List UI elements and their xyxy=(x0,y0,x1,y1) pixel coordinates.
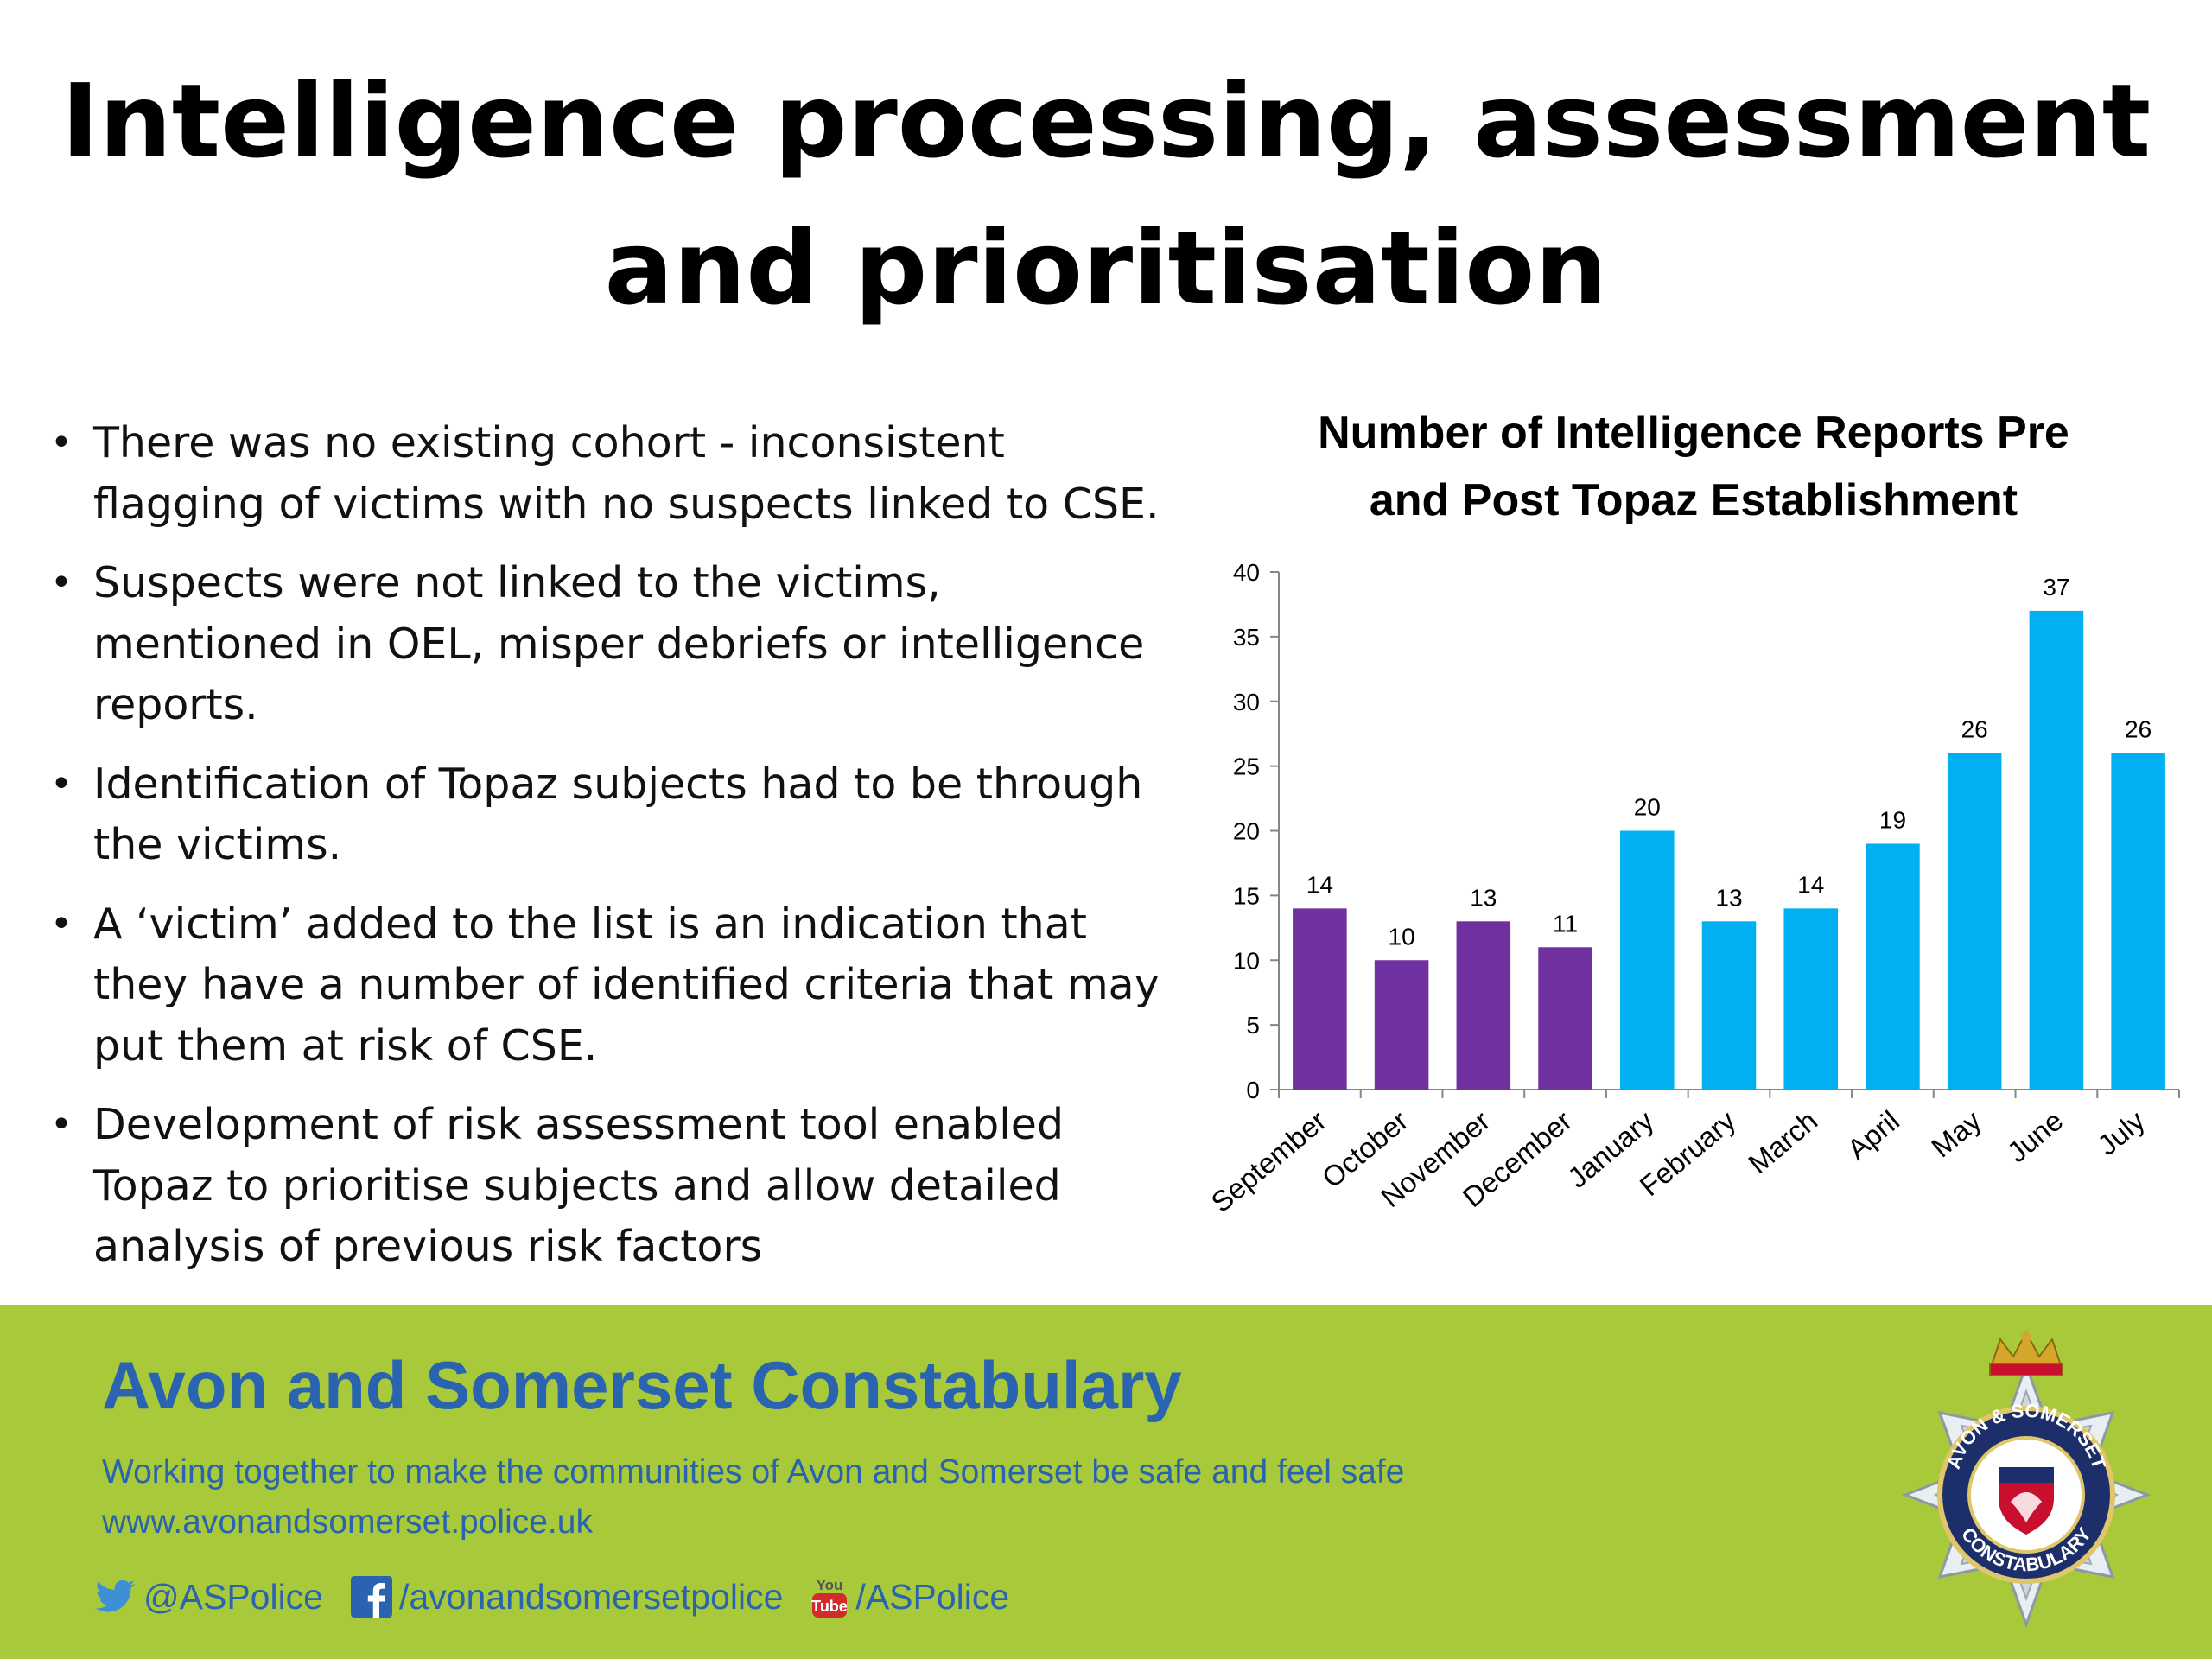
data-label: 11 xyxy=(1553,910,1578,937)
y-tick-label: 15 xyxy=(1233,882,1260,909)
bullet-item: • Identification of Topaz subjects had t… xyxy=(43,754,1166,876)
x-tick-label: June xyxy=(2001,1104,2069,1168)
bullet-text: Suspects were not linked to the victims,… xyxy=(93,558,1145,729)
y-tick-label: 30 xyxy=(1233,689,1260,715)
bullet-icon: • xyxy=(50,421,73,465)
bar xyxy=(1620,830,1675,1090)
data-label: 26 xyxy=(1961,716,1988,743)
data-label: 13 xyxy=(1470,884,1497,911)
data-label: 26 xyxy=(2125,716,2152,743)
svg-text:You: You xyxy=(817,1577,843,1593)
chart-title-line-2: and Post Topaz Establishment xyxy=(1369,475,2018,525)
youtube-handle: /ASPolice xyxy=(855,1576,1010,1617)
y-tick-label: 20 xyxy=(1233,818,1260,845)
constabulary-crest-icon: AVON & SOMERSET CONSTABULARY xyxy=(1901,1331,2152,1629)
twitter-icon xyxy=(95,1580,135,1612)
data-label: 14 xyxy=(1797,871,1824,898)
slide-title-line-1: Intelligence processing, assessment xyxy=(60,61,2152,181)
bar xyxy=(2029,610,2084,1090)
bullet-text: A ‘victim’ added to the list is an indic… xyxy=(93,899,1160,1071)
data-label: 10 xyxy=(1389,923,1415,950)
bar xyxy=(1456,921,1511,1090)
data-label: 20 xyxy=(1634,794,1661,821)
x-tick-label: July xyxy=(2091,1104,2151,1161)
y-tick-label: 10 xyxy=(1233,947,1260,974)
bullet-item: • There was no existing cohort - inconsi… xyxy=(43,413,1166,535)
bar xyxy=(2111,753,2165,1090)
slide-title-line-2: and prioritisation xyxy=(604,208,1608,327)
youtube-icon: You Tube xyxy=(812,1577,849,1618)
data-label: 19 xyxy=(1879,806,1906,833)
x-tick-label: September xyxy=(1205,1104,1332,1218)
bar xyxy=(1866,843,1920,1090)
bar xyxy=(1947,753,2002,1090)
tagline: Working together to make the communities… xyxy=(102,1453,1405,1491)
y-tick-label: 5 xyxy=(1246,1012,1260,1039)
x-tick-label: March xyxy=(1742,1104,1823,1179)
youtube-link[interactable]: You Tube /ASPolice xyxy=(810,1574,1009,1619)
bullet-list: • There was no existing cohort - inconsi… xyxy=(43,413,1166,1296)
data-label: 14 xyxy=(1306,871,1333,898)
bar-chart: Number of Intelligence Reports Pre and P… xyxy=(1175,399,2212,1281)
y-tick-label: 25 xyxy=(1233,753,1260,780)
slide-title: Intelligence processing, assessment and … xyxy=(0,48,2212,341)
facebook-link[interactable]: /avonandsomersetpolice xyxy=(350,1576,784,1618)
bullet-icon: • xyxy=(50,761,73,806)
bullet-icon: • xyxy=(50,561,73,605)
bar xyxy=(1701,921,1757,1090)
social-links: @ASPolice /avonandsomersetpolice You Tub… xyxy=(95,1571,1037,1623)
chart-canvas: 051015202530354014September10October13No… xyxy=(1205,559,2180,1218)
y-tick-label: 35 xyxy=(1233,624,1260,651)
bullet-icon: • xyxy=(50,1103,73,1147)
svg-text:Tube: Tube xyxy=(812,1598,849,1615)
x-tick-label: May xyxy=(1925,1104,1987,1164)
data-label: 13 xyxy=(1715,884,1742,911)
bullet-item: • A ‘victim’ added to the list is an ind… xyxy=(43,894,1166,1077)
facebook-icon xyxy=(350,1576,392,1618)
org-name: Avon and Somerset Constabulary xyxy=(102,1347,1182,1423)
bullet-item: • Development of risk assessment tool en… xyxy=(43,1095,1166,1278)
bar xyxy=(1374,960,1429,1090)
data-label: 37 xyxy=(2043,574,2069,601)
bullet-icon: • xyxy=(50,901,73,946)
x-tick-label: April xyxy=(1841,1104,1905,1166)
footer-banner: Avon and Somerset Constabulary Working t… xyxy=(0,1305,2212,1659)
bullet-text: There was no existing cohort - inconsist… xyxy=(93,418,1160,529)
bullet-text: Identification of Topaz subjects had to … xyxy=(93,759,1143,870)
bar xyxy=(1293,908,1347,1090)
twitter-link[interactable]: @ASPolice xyxy=(95,1577,323,1618)
facebook-handle: /avonandsomersetpolice xyxy=(398,1576,784,1617)
website-link[interactable]: www.avonandsomerset.police.uk xyxy=(102,1503,593,1541)
bar xyxy=(1783,908,1838,1090)
chart-title: Number of Intelligence Reports Pre and P… xyxy=(1175,399,2212,534)
y-tick-label: 40 xyxy=(1233,559,1260,586)
chart-title-line-1: Number of Intelligence Reports Pre xyxy=(1318,408,2069,458)
bar xyxy=(1538,947,1592,1090)
bullet-text: Development of risk assessment tool enab… xyxy=(93,1100,1065,1271)
y-tick-label: 0 xyxy=(1246,1077,1260,1103)
twitter-handle: @ASPolice xyxy=(143,1576,323,1617)
bullet-item: • Suspects were not linked to the victim… xyxy=(43,553,1166,736)
